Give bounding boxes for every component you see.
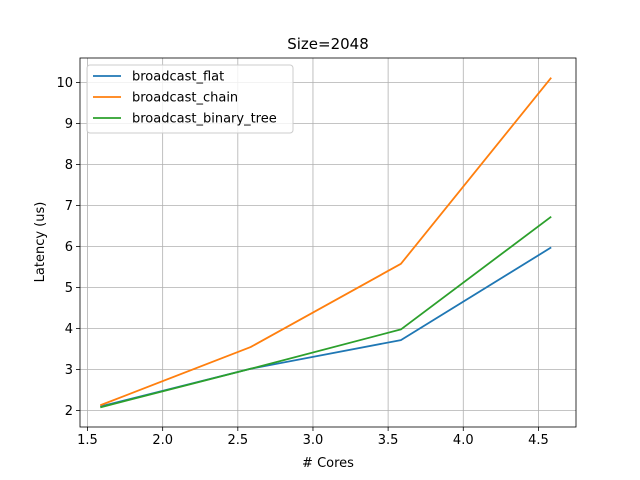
y-tick-label: 5 xyxy=(65,281,73,296)
y-ticks: 2 3 4 5 6 7 8 9 10 xyxy=(56,76,80,419)
x-ticks: 1.5 2.0 2.5 3.0 3.5 4.0 4.5 xyxy=(77,427,549,448)
legend: broadcast_flat broadcast_chain broadcast_b… xyxy=(86,64,294,134)
x-tick-label: 3.0 xyxy=(303,433,324,448)
legend-box xyxy=(86,64,294,134)
y-tick-label: 2 xyxy=(65,404,73,419)
series-line-broadcast_binary_tree xyxy=(100,215,552,409)
y-tick-label: 7 xyxy=(65,199,73,214)
y-tick-label: 10 xyxy=(56,76,73,91)
y-tick-label: 8 xyxy=(65,158,73,173)
chart-title: Size=2048 xyxy=(287,35,369,53)
x-axis-label: # Cores xyxy=(302,456,354,471)
y-axis-label: Latency (us) xyxy=(33,202,48,283)
x-tick-label: 2.5 xyxy=(227,433,248,448)
y-tick-label: 9 xyxy=(65,117,73,132)
legend-label-broadcast_binary_tree: broadcast_binary_tree xyxy=(132,112,277,127)
y-tick-label: 4 xyxy=(65,322,73,337)
x-tick-label: 2.0 xyxy=(152,433,173,448)
y-tick-label: 3 xyxy=(65,363,73,378)
legend-label-broadcast_chain: broadcast_chain xyxy=(132,91,238,106)
x-tick-label: 4.0 xyxy=(453,433,474,448)
x-tick-label: 4.5 xyxy=(528,433,549,448)
series-lines xyxy=(99,77,552,409)
x-tick-label: 1.5 xyxy=(77,433,98,448)
legend-label-broadcast_flat: broadcast_flat xyxy=(132,70,224,85)
y-tick-label: 6 xyxy=(65,240,73,255)
plot-frame xyxy=(79,57,577,428)
x-tick-label: 3.5 xyxy=(378,433,399,448)
series-line-broadcast_chain xyxy=(99,77,552,407)
